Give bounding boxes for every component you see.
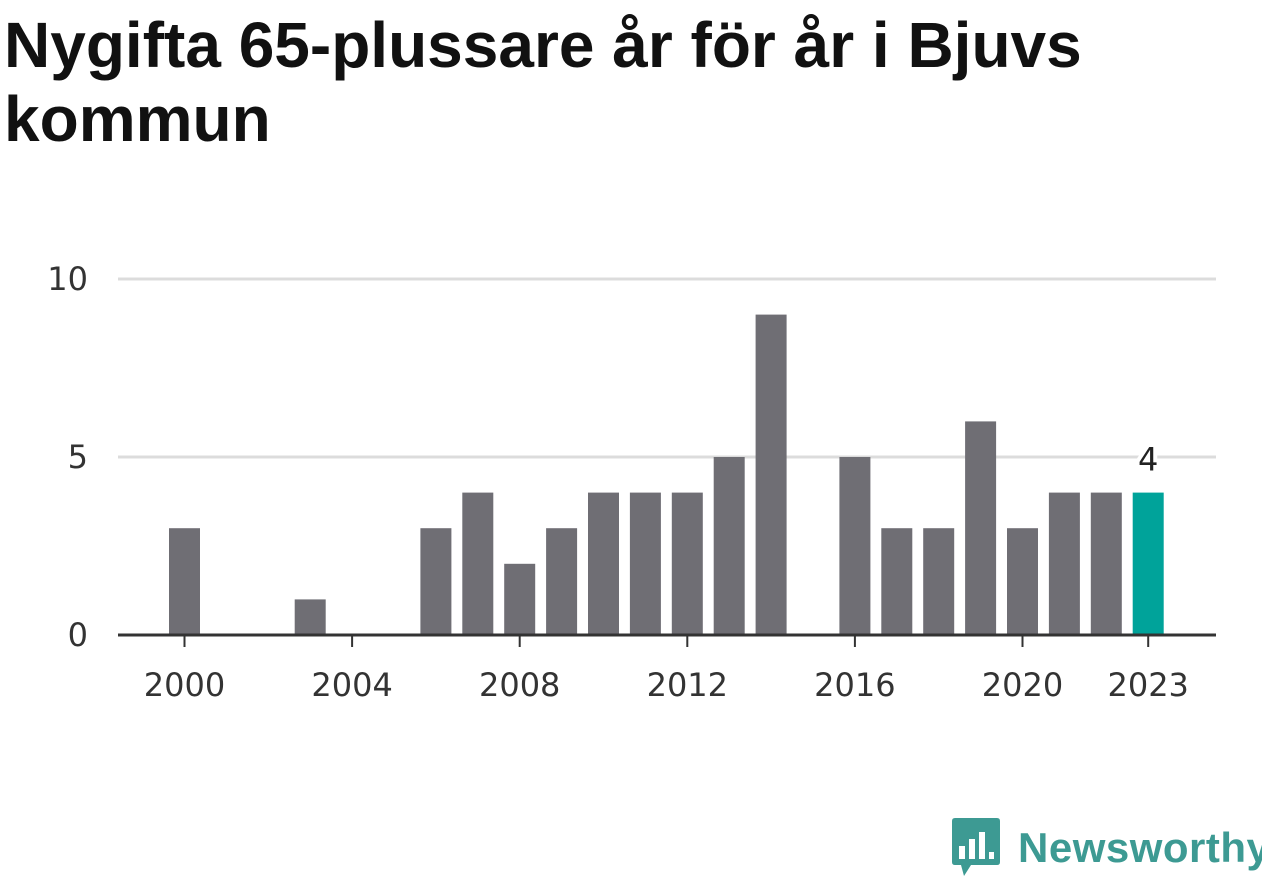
x-tick-label: 2004: [311, 666, 392, 704]
x-tick-label: 2000: [144, 666, 225, 704]
bar-2018: [923, 528, 955, 635]
newsworthy-logo: Newsworthy: [952, 818, 1262, 878]
bar-2009: [546, 528, 578, 635]
bar-2016: [839, 457, 871, 635]
bar-2017: [881, 528, 913, 635]
bar-2022: [1090, 492, 1122, 635]
bar-2019: [965, 421, 997, 635]
gridlines: [118, 277, 1216, 459]
x-tick-label: 2020: [982, 666, 1063, 704]
bar-2020: [1007, 528, 1038, 635]
bars: [169, 314, 1164, 635]
bar-2006: [420, 528, 452, 635]
axes: [118, 633, 1216, 647]
x-tick-label: 2012: [647, 666, 728, 704]
x-tick-label: 2016: [814, 666, 895, 704]
bar-2014: [755, 314, 787, 635]
y-tick-label: 10: [47, 260, 88, 298]
bar-2003: [294, 599, 326, 635]
chart-title: Nygifta 65-plussare år för år i Bjuvs ko…: [4, 9, 1082, 155]
data-label-halo: 4: [1138, 441, 1158, 479]
bar-2013: [713, 457, 745, 635]
data-label-2023: 4: [1138, 441, 1158, 479]
bar-chart-speech-bubble-icon: [952, 818, 1000, 876]
x-tick-label: 2008: [479, 666, 560, 704]
y-tick-label: 5: [68, 438, 88, 476]
bar-2021: [1048, 492, 1080, 635]
bar-2010: [588, 492, 619, 635]
brand-name: Newsworthy: [1018, 824, 1262, 871]
bar-2011: [629, 492, 661, 635]
y-tick-label: 0: [68, 616, 88, 654]
bar-2023: [1132, 492, 1164, 635]
bar-2008: [504, 563, 536, 635]
x-tick-label: 2023: [1107, 666, 1188, 704]
bar-2000: [169, 528, 200, 635]
bar-2012: [671, 492, 703, 635]
bar-2007: [462, 492, 494, 635]
